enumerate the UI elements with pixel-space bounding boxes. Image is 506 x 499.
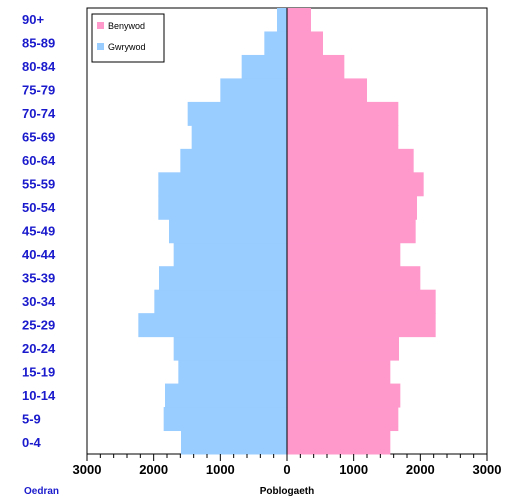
x-tick-label: 2000 bbox=[139, 462, 168, 477]
female-bar-40-44 bbox=[287, 242, 401, 267]
female-bars bbox=[287, 8, 436, 455]
male-bar-50-54 bbox=[158, 195, 287, 220]
age-label-15-19: 15-19 bbox=[22, 364, 55, 379]
age-label-60-64: 60-64 bbox=[22, 153, 56, 168]
female-bar-90+ bbox=[287, 8, 311, 32]
male-bars bbox=[138, 8, 287, 455]
male-bar-65-69 bbox=[191, 125, 287, 150]
female-bar-10-14 bbox=[287, 383, 401, 408]
legend-swatch-male bbox=[97, 43, 104, 50]
male-bar-90+ bbox=[277, 8, 287, 32]
male-bar-45-49 bbox=[169, 219, 287, 244]
male-bar-40-44 bbox=[173, 242, 287, 267]
male-bar-20-24 bbox=[173, 336, 287, 361]
age-group-labels: 0-4 5-9 10-14 15-19 20-24 25-29 30-34 35-39 40-4… bbox=[22, 12, 56, 450]
female-bar-25-29 bbox=[287, 313, 436, 338]
legend-label-female: Benywod bbox=[108, 21, 145, 31]
female-bar-5-9 bbox=[287, 407, 399, 432]
male-bar-70-74 bbox=[187, 101, 287, 126]
legend: Benywod Gwrywod bbox=[91, 13, 165, 63]
female-bar-15-19 bbox=[287, 360, 391, 385]
male-bar-60-64 bbox=[180, 148, 287, 173]
age-label-35-39: 35-39 bbox=[22, 270, 55, 285]
age-label-85-89: 85-89 bbox=[22, 36, 55, 51]
female-bar-55-59 bbox=[287, 172, 424, 197]
male-bar-30-34 bbox=[154, 289, 287, 314]
age-label-40-44: 40-44 bbox=[22, 247, 56, 262]
female-bar-65-69 bbox=[287, 125, 399, 150]
age-label-0-4: 0-4 bbox=[22, 435, 42, 450]
female-bar-50-54 bbox=[287, 195, 417, 220]
x-tick-label: 3000 bbox=[473, 462, 502, 477]
age-label-10-14: 10-14 bbox=[22, 388, 56, 403]
male-bar-85-89 bbox=[264, 31, 287, 56]
male-bar-15-19 bbox=[178, 360, 287, 385]
x-tick-label: 1000 bbox=[206, 462, 235, 477]
male-bar-35-39 bbox=[159, 266, 287, 291]
male-bar-25-29 bbox=[138, 313, 287, 338]
x-tick-label: 2000 bbox=[406, 462, 435, 477]
age-label-65-69: 65-69 bbox=[22, 130, 55, 145]
age-label-30-34: 30-34 bbox=[22, 294, 56, 309]
female-bar-30-34 bbox=[287, 289, 436, 314]
y-axis-title: Oedran bbox=[24, 486, 59, 497]
female-bar-0-4 bbox=[287, 430, 391, 455]
female-bar-35-39 bbox=[287, 266, 421, 291]
male-bar-10-14 bbox=[165, 383, 287, 408]
male-bar-0-4 bbox=[181, 430, 287, 455]
female-bar-85-89 bbox=[287, 31, 323, 56]
legend-swatch-female bbox=[97, 22, 104, 29]
age-label-20-24: 20-24 bbox=[22, 341, 56, 356]
age-label-75-79: 75-79 bbox=[22, 83, 55, 98]
female-bar-75-79 bbox=[287, 78, 367, 103]
x-axis-ticks bbox=[86, 454, 488, 461]
x-tick-label: 1000 bbox=[339, 462, 368, 477]
female-bar-80-84 bbox=[287, 54, 345, 79]
female-bar-20-24 bbox=[287, 336, 399, 361]
legend-label-male: Gwrywod bbox=[108, 42, 146, 52]
x-tick-label: 3000 bbox=[73, 462, 102, 477]
age-label-5-9: 5-9 bbox=[22, 411, 41, 426]
male-bar-5-9 bbox=[163, 407, 287, 432]
x-tick-label: 0 bbox=[283, 462, 290, 477]
x-axis-title: Poblogaeth bbox=[260, 486, 314, 497]
male-bar-80-84 bbox=[241, 54, 287, 79]
age-label-80-84: 80-84 bbox=[22, 59, 56, 74]
female-bar-45-49 bbox=[287, 219, 416, 244]
female-bar-60-64 bbox=[287, 148, 414, 173]
age-label-25-29: 25-29 bbox=[22, 317, 55, 332]
age-label-55-59: 55-59 bbox=[22, 177, 55, 192]
male-bar-75-79 bbox=[220, 78, 287, 103]
age-label-45-49: 45-49 bbox=[22, 224, 55, 239]
age-label-50-54: 50-54 bbox=[22, 200, 56, 215]
age-label-90+: 90+ bbox=[22, 12, 44, 27]
female-bar-70-74 bbox=[287, 101, 399, 126]
x-axis-tick-labels: 3000 2000 1000 0 1000 2000 3000 bbox=[73, 462, 502, 477]
age-label-70-74: 70-74 bbox=[22, 106, 56, 121]
male-bar-55-59 bbox=[158, 172, 287, 197]
